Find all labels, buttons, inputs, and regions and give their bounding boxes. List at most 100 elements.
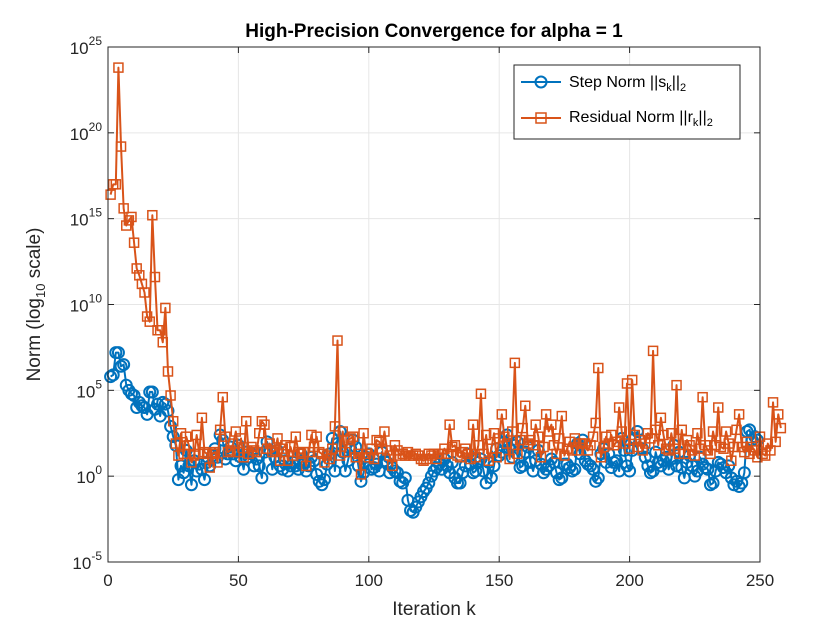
data-point <box>553 433 565 444</box>
data-point <box>199 446 210 458</box>
data-point <box>733 409 745 420</box>
data-point <box>235 433 247 444</box>
data-point <box>671 379 682 391</box>
data-point <box>197 473 211 487</box>
y-tick-label: 1020 <box>70 120 103 144</box>
y-tick-label: 100 <box>76 463 102 487</box>
y-tick-base: 10 <box>70 211 89 230</box>
data-point <box>111 346 125 360</box>
data-point <box>259 419 270 430</box>
x-tick-label: 50 <box>229 571 248 590</box>
y-tick-exponent: 5 <box>95 377 102 391</box>
data-point <box>757 448 768 460</box>
data-point <box>269 445 281 456</box>
data-point <box>728 441 740 453</box>
data-point <box>422 476 436 490</box>
data-point <box>666 428 677 439</box>
y-tick-base: 10 <box>70 39 89 58</box>
data-point <box>368 453 380 465</box>
series-residual-norm <box>105 62 787 480</box>
data-point <box>746 441 758 453</box>
data-point <box>520 400 531 412</box>
x-axis-ticks: 0 50 100 150 200 250 <box>103 47 774 590</box>
data-point <box>332 335 343 346</box>
data-point <box>115 141 127 152</box>
data-point <box>496 409 508 420</box>
y-axis-label-subscript: 10 <box>33 284 48 298</box>
y-tick-label: 1025 <box>70 34 103 58</box>
y-tick-label: 1010 <box>70 292 103 316</box>
data-point <box>311 431 322 442</box>
data-point <box>483 455 495 466</box>
y-tick-base: 10 <box>72 554 91 573</box>
data-point <box>123 215 135 226</box>
y-tick-exponent: -5 <box>91 549 102 563</box>
series-layer <box>104 62 787 519</box>
data-point <box>145 385 159 399</box>
data-point <box>162 366 174 377</box>
legend-step-norm-text: Step Norm ||s <box>569 74 666 91</box>
legend-step-norm-sub-k: k <box>666 82 672 94</box>
data-point <box>726 455 737 466</box>
data-point <box>535 452 547 463</box>
data-point <box>317 473 331 487</box>
x-tick-label: 250 <box>746 571 774 590</box>
y-tick-exponent: 0 <box>95 463 102 477</box>
data-point <box>655 412 667 424</box>
data-point <box>449 440 461 451</box>
y-axis-label: Norm (log10 scale) <box>24 228 48 382</box>
data-point <box>290 431 302 442</box>
data-point <box>715 441 727 453</box>
data-point <box>626 374 638 386</box>
data-point <box>255 471 269 485</box>
data-point <box>340 446 351 458</box>
data-point <box>144 316 155 327</box>
data-point <box>731 424 742 436</box>
data-point <box>595 452 607 463</box>
data-point <box>480 429 492 441</box>
data-point <box>583 459 597 473</box>
data-point <box>126 211 137 223</box>
data-point <box>469 464 483 478</box>
data-point <box>551 448 562 460</box>
y-tick-exponent: 10 <box>89 292 103 306</box>
legend[interactable]: Step Norm ||sk||2 Residual Norm ||rk||2 <box>513 64 741 140</box>
data-point <box>593 362 604 374</box>
data-point <box>118 203 129 214</box>
data-point <box>358 428 369 439</box>
data-point <box>220 431 231 442</box>
data-point <box>225 445 236 456</box>
data-point <box>184 478 198 492</box>
data-point <box>300 460 312 472</box>
data-point <box>692 428 703 439</box>
data-point <box>166 430 180 444</box>
data-point <box>324 453 335 465</box>
data-point <box>555 471 569 485</box>
data-point <box>484 471 498 485</box>
data-point <box>467 419 479 430</box>
data-point <box>556 410 568 422</box>
data-point <box>149 271 161 283</box>
data-point <box>165 390 176 401</box>
data-point <box>538 441 549 453</box>
data-point <box>157 337 169 348</box>
data-point <box>701 462 715 476</box>
data-point <box>775 422 787 434</box>
data-point <box>540 409 552 420</box>
data-point <box>186 457 197 468</box>
data-point <box>517 422 528 434</box>
data-point <box>624 443 635 454</box>
data-point <box>170 438 182 449</box>
chart-title: High-Precision Convergence for alpha = 1 <box>245 21 623 42</box>
data-point <box>110 179 122 190</box>
x-tick-label: 200 <box>615 571 643 590</box>
y-tick-exponent: 20 <box>89 120 103 134</box>
data-point <box>491 452 502 463</box>
data-point <box>676 424 688 436</box>
data-point <box>327 443 338 454</box>
data-point <box>530 419 541 430</box>
data-point <box>608 440 620 451</box>
